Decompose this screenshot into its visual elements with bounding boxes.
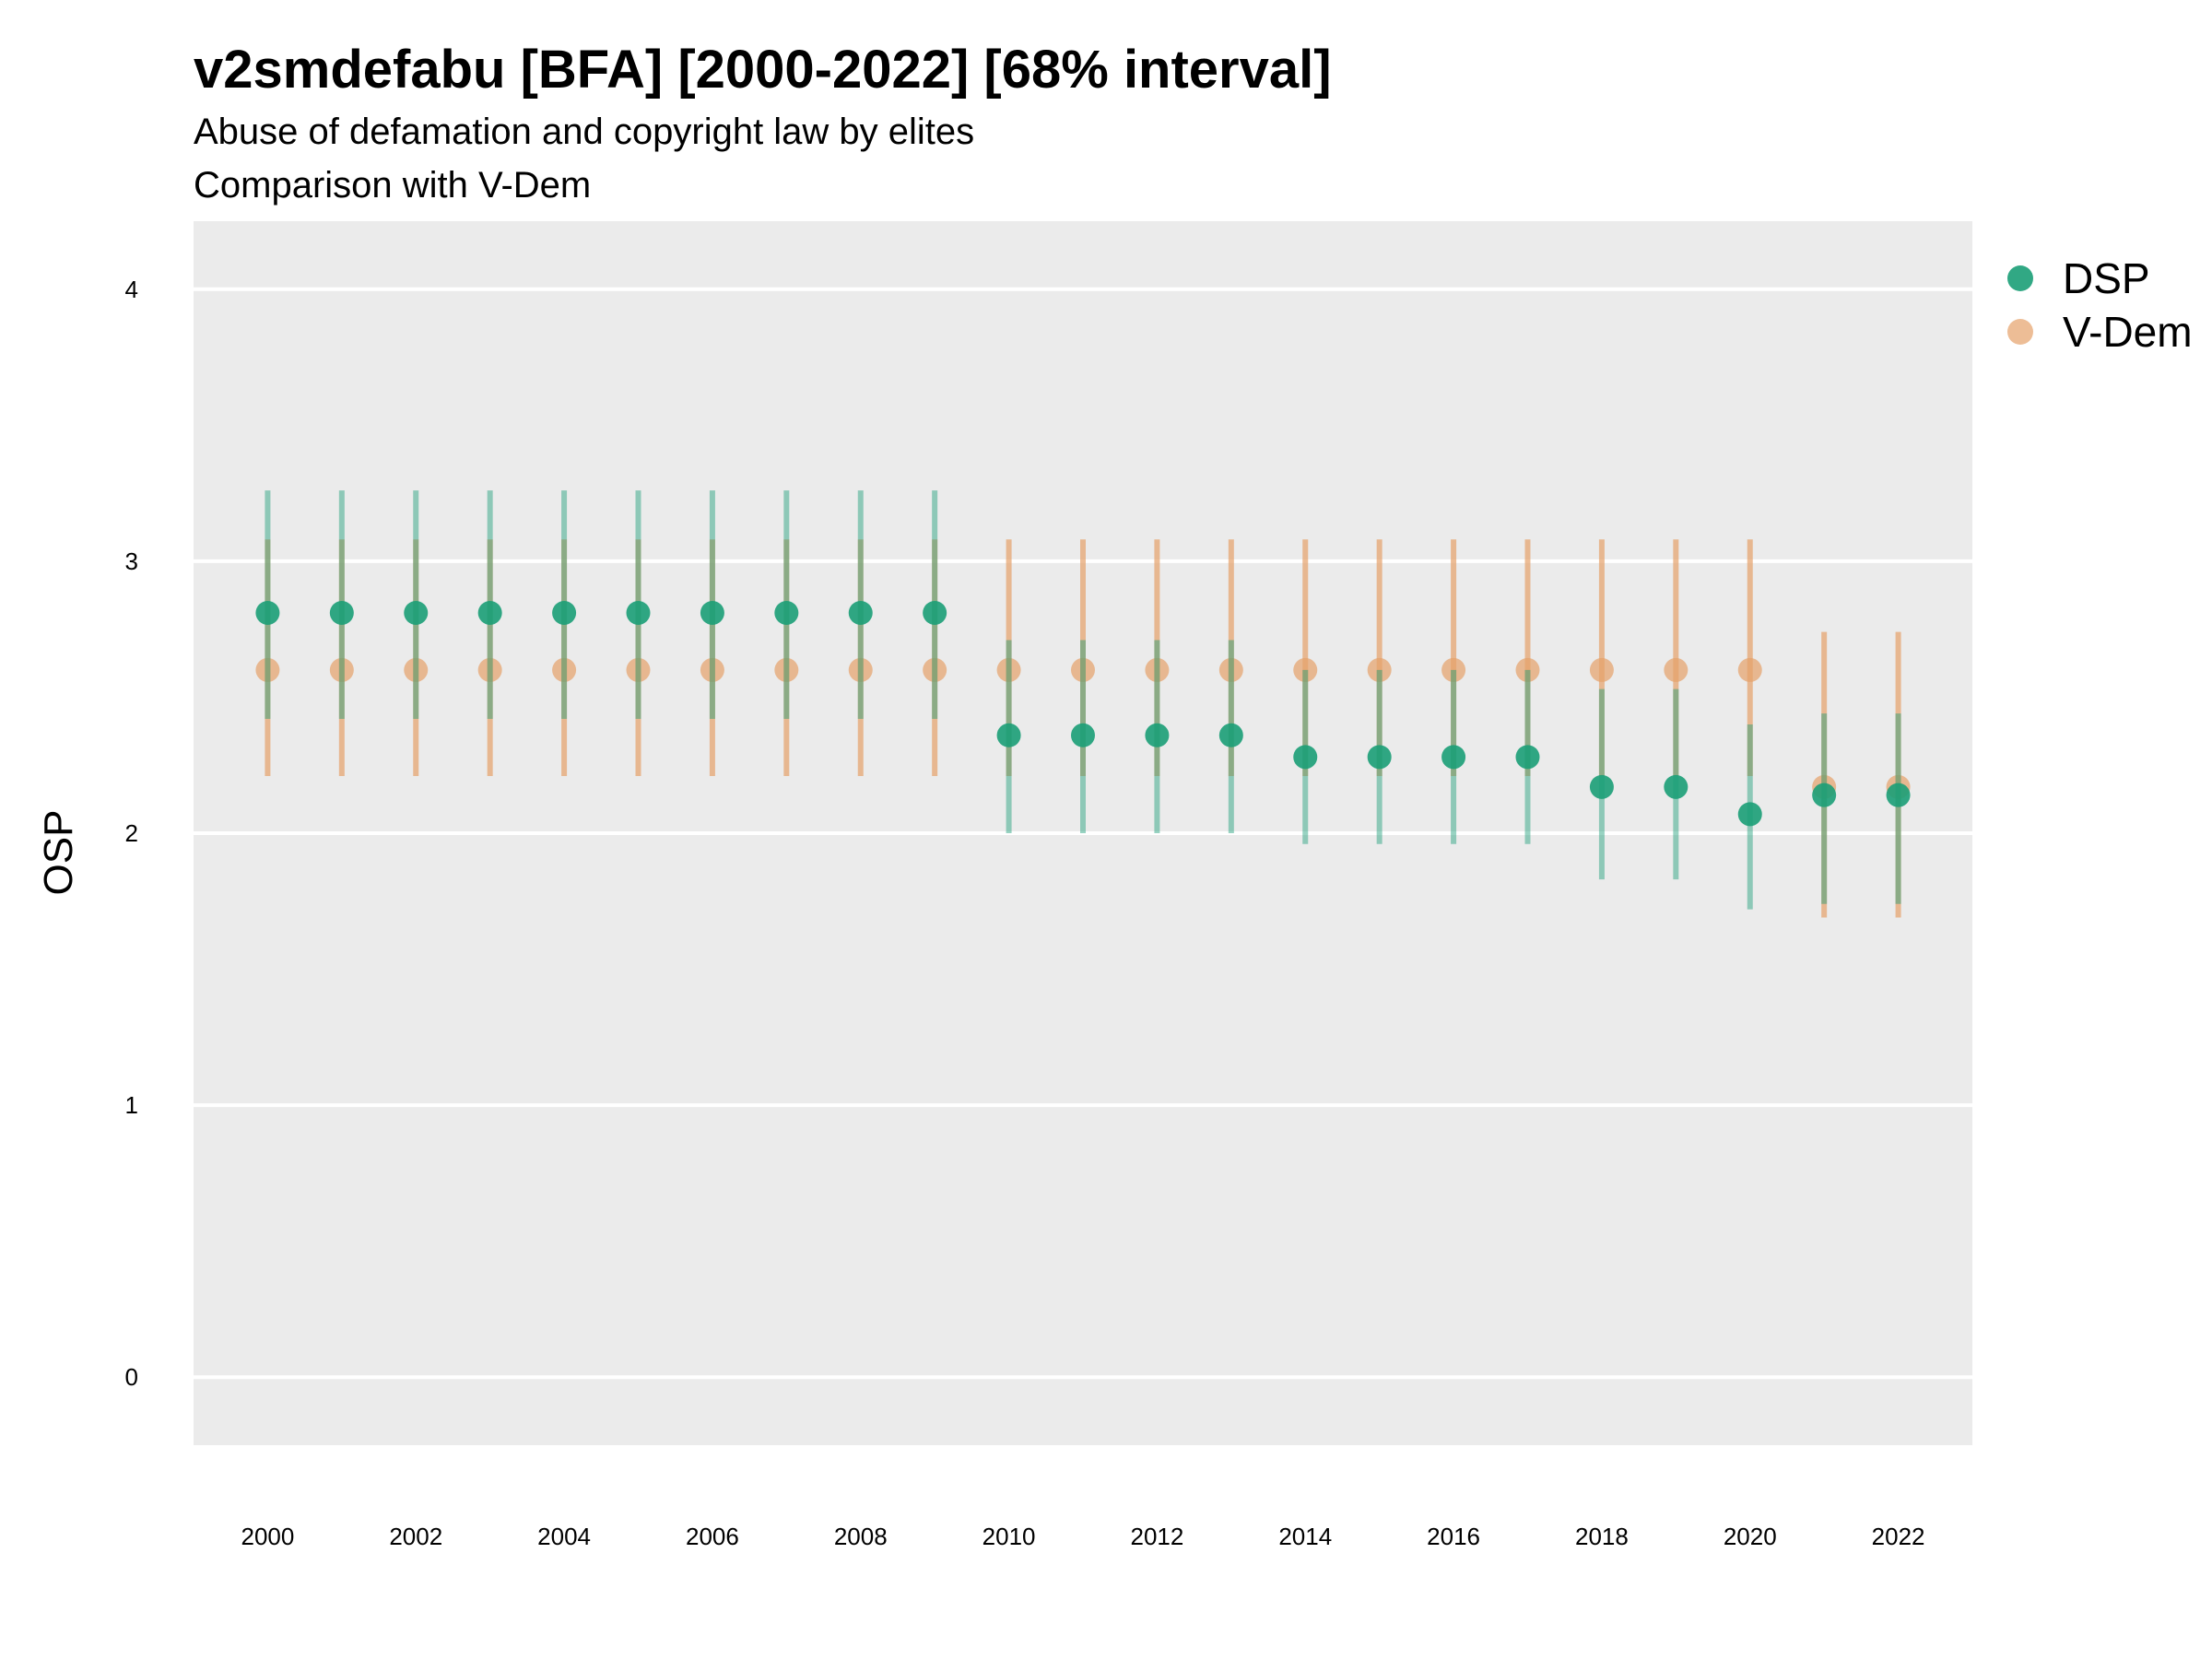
- point-v-dem: [1515, 657, 1540, 682]
- legend: DSP V-Dem: [2007, 254, 2193, 356]
- point-v-dem: [1441, 657, 1466, 682]
- legend-marker-dsp: [2007, 265, 2033, 291]
- x-tick-label: 2022: [1872, 1523, 1925, 1550]
- x-tick-label: 2018: [1575, 1523, 1629, 1550]
- point-dsp: [1589, 774, 1614, 799]
- y-tick-label: 2: [125, 819, 138, 847]
- point-dsp: [1515, 745, 1540, 770]
- chart-subtitle-secondary: Comparison with V-Dem: [194, 165, 591, 206]
- point-v-dem: [255, 657, 280, 682]
- point-dsp: [255, 600, 280, 625]
- y-tick-label: 4: [125, 276, 138, 303]
- y-tick-label: 0: [125, 1363, 138, 1391]
- point-v-dem: [404, 657, 429, 682]
- point-v-dem: [477, 657, 502, 682]
- point-v-dem: [1071, 657, 1095, 682]
- x-tick-label: 2002: [389, 1523, 442, 1550]
- point-dsp: [1664, 774, 1688, 799]
- point-dsp: [700, 600, 724, 625]
- x-tick-label: 2012: [1130, 1523, 1183, 1550]
- x-tick-label: 2004: [537, 1523, 591, 1550]
- point-dsp: [1367, 745, 1392, 770]
- chart-subtitle: Abuse of defamation and copyright law by…: [194, 112, 974, 152]
- point-v-dem: [996, 657, 1021, 682]
- point-dsp: [329, 600, 354, 625]
- point-dsp: [996, 723, 1021, 747]
- point-dsp: [1886, 782, 1911, 807]
- x-tick-label: 2010: [982, 1523, 1036, 1550]
- x-tick-label: 2006: [686, 1523, 739, 1550]
- point-dsp: [1737, 802, 1762, 827]
- point-v-dem: [1737, 657, 1762, 682]
- x-tick-label: 2014: [1278, 1523, 1332, 1550]
- point-v-dem: [1367, 657, 1392, 682]
- point-dsp: [477, 600, 502, 625]
- x-tick-label: 2020: [1724, 1523, 1777, 1550]
- x-tick-label: 2000: [241, 1523, 294, 1550]
- point-dsp: [848, 600, 873, 625]
- point-dsp: [1293, 745, 1318, 770]
- point-v-dem: [1589, 657, 1614, 682]
- series-dsp: [255, 490, 1911, 910]
- y-axis-label: OSP: [36, 810, 81, 896]
- legend-label-v-dem: V-Dem: [2063, 308, 2193, 356]
- point-v-dem: [552, 657, 577, 682]
- point-dsp: [774, 600, 799, 625]
- data-marks: [255, 490, 1911, 918]
- point-dsp: [1071, 723, 1095, 747]
- point-dsp: [404, 600, 429, 625]
- x-axis-ticks: 2000 2002 2004 2006 2008 2010 2012 2014 2016 2018…: [241, 1523, 1924, 1550]
- point-dsp: [552, 600, 577, 625]
- point-dsp: [1145, 723, 1170, 747]
- x-tick-label: 2008: [834, 1523, 888, 1550]
- point-v-dem: [1218, 657, 1243, 682]
- y-axis-ticks: 0 1 2 3 4: [125, 276, 138, 1391]
- point-v-dem: [1293, 657, 1318, 682]
- point-v-dem: [626, 657, 651, 682]
- point-dsp: [1218, 723, 1243, 747]
- legend-marker-v-dem: [2007, 319, 2033, 345]
- point-v-dem: [774, 657, 799, 682]
- point-v-dem: [1664, 657, 1688, 682]
- point-dsp: [626, 600, 651, 625]
- y-tick-label: 3: [125, 547, 138, 575]
- point-v-dem: [923, 657, 947, 682]
- legend-label-dsp: DSP: [2063, 254, 2150, 302]
- point-v-dem: [1145, 657, 1170, 682]
- chart-title: v2smdefabu [BFA] [2000-2022] [68% interv…: [194, 40, 1332, 100]
- point-dsp: [1441, 745, 1466, 770]
- point-v-dem: [700, 657, 724, 682]
- point-v-dem: [848, 657, 873, 682]
- x-tick-label: 2016: [1427, 1523, 1480, 1550]
- point-v-dem: [329, 657, 354, 682]
- point-dsp: [1812, 782, 1837, 807]
- y-tick-label: 1: [125, 1091, 138, 1119]
- point-dsp: [923, 600, 947, 625]
- series-v-dem: [255, 539, 1911, 918]
